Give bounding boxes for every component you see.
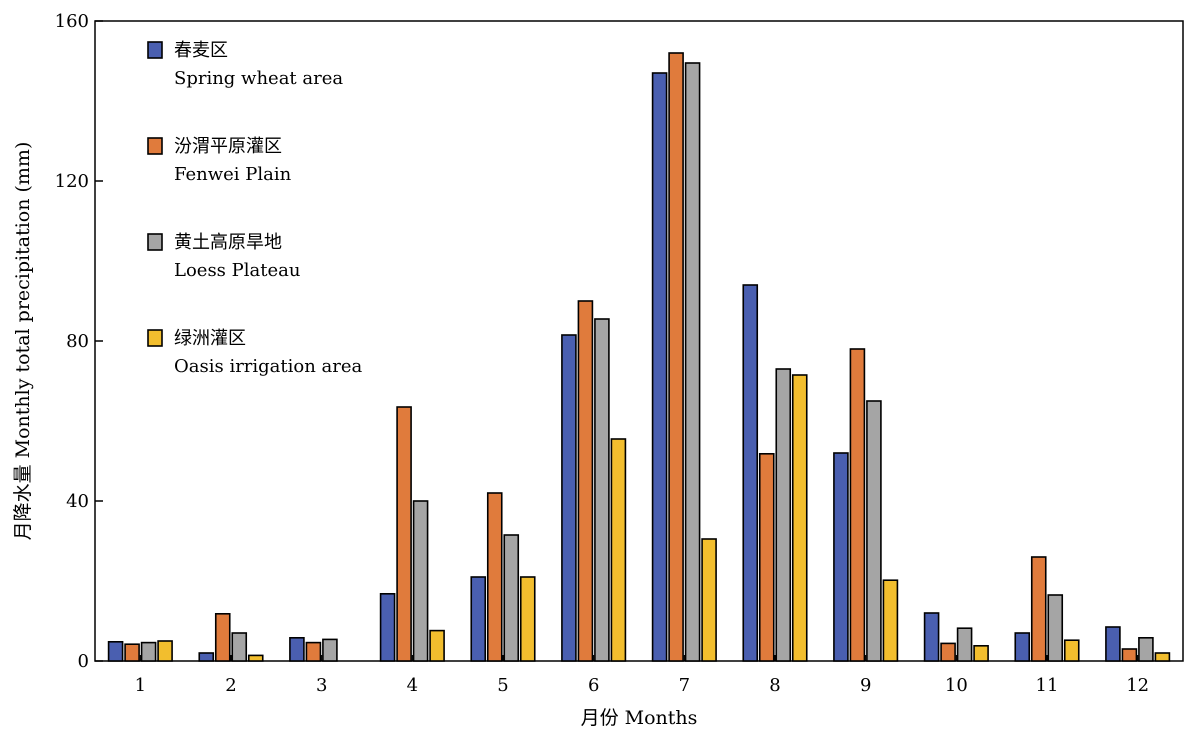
bar	[486, 492, 503, 662]
bar	[1063, 639, 1080, 662]
bar	[396, 406, 412, 662]
bar	[742, 284, 759, 662]
legend-label-en: Fenwei Plain	[174, 164, 292, 185]
bar	[247, 654, 264, 662]
bar	[1014, 632, 1031, 662]
bar	[973, 644, 989, 662]
bar	[882, 579, 899, 662]
bar	[429, 629, 445, 662]
x-tick-label: 10	[945, 675, 968, 696]
bar	[651, 72, 668, 662]
legend-label-zh: 黄土高原旱地	[174, 232, 282, 253]
bar	[791, 374, 808, 662]
bar	[519, 576, 536, 662]
bar	[1121, 648, 1138, 662]
bar	[1138, 636, 1154, 662]
x-tick-label: 4	[407, 675, 418, 696]
legend-swatch	[147, 41, 163, 59]
bar	[577, 300, 594, 662]
legend-swatch	[147, 137, 163, 155]
bar	[470, 576, 487, 662]
bar	[289, 636, 305, 662]
bar	[1154, 652, 1171, 662]
bar	[322, 638, 338, 662]
y-tick-label: 120	[55, 171, 89, 192]
bar	[594, 318, 610, 662]
bar	[1030, 556, 1047, 662]
bar	[214, 612, 231, 662]
bars-layer	[107, 52, 1171, 662]
bar	[701, 538, 717, 662]
legend-swatch	[147, 233, 163, 251]
y-tick-label: 40	[66, 491, 89, 512]
legend-label-zh: 绿洲灌区	[174, 328, 246, 349]
bar	[412, 500, 429, 662]
x-tick-label: 2	[225, 675, 236, 696]
bar	[305, 641, 322, 662]
bar	[610, 438, 627, 662]
x-tick-label: 3	[316, 675, 327, 696]
bar	[231, 632, 248, 662]
y-tick-label: 80	[66, 331, 89, 352]
bar	[849, 348, 866, 662]
bar	[379, 592, 396, 662]
legend-label-en: Oasis irrigation area	[174, 356, 363, 377]
bar	[503, 534, 520, 662]
x-tick-label: 1	[135, 675, 146, 696]
bar	[684, 62, 701, 662]
x-tick-label: 11	[1036, 675, 1059, 696]
y-axis: 0 40 80 120 160	[55, 11, 103, 672]
legend: 春麦区 Spring wheat area 汾渭平原灌区 Fenwei Plain 黄土…	[147, 40, 363, 377]
x-tick-label: 6	[588, 675, 599, 696]
bar	[923, 612, 940, 662]
bar	[866, 400, 882, 662]
bar	[775, 368, 792, 662]
legend-swatch	[147, 329, 163, 347]
x-tick-label: 8	[769, 675, 780, 696]
y-axis-label: 月降水量 Monthly total precipitation (mm)	[12, 142, 34, 541]
bar	[107, 640, 124, 662]
y-tick-label: 160	[55, 11, 89, 32]
bar	[198, 652, 215, 662]
legend-label-zh: 春麦区	[174, 40, 228, 61]
x-tick-label: 12	[1126, 675, 1149, 696]
bar	[1047, 594, 1064, 662]
x-tick-label: 7	[679, 675, 690, 696]
x-tick-label: 5	[497, 675, 508, 696]
bar	[1105, 626, 1121, 662]
legend-label-en: Loess Plateau	[174, 260, 300, 281]
bar	[833, 452, 849, 662]
bar	[124, 643, 140, 662]
x-axis: 1 2 3 4 5 6 7 8 9 10 11 12	[135, 655, 1149, 696]
plot-frame	[94, 20, 1184, 662]
bar	[940, 642, 956, 662]
x-tick-label: 9	[860, 675, 871, 696]
x-axis-label: 月份 Months	[581, 707, 698, 729]
bar	[561, 334, 577, 662]
bar	[157, 640, 173, 662]
y-tick-label: 0	[78, 651, 89, 672]
legend-label-en: Spring wheat area	[174, 68, 343, 89]
bar	[140, 641, 157, 662]
bar	[758, 452, 775, 662]
legend-label-zh: 汾渭平原灌区	[174, 136, 282, 157]
bar	[668, 52, 684, 662]
bar	[956, 627, 973, 662]
